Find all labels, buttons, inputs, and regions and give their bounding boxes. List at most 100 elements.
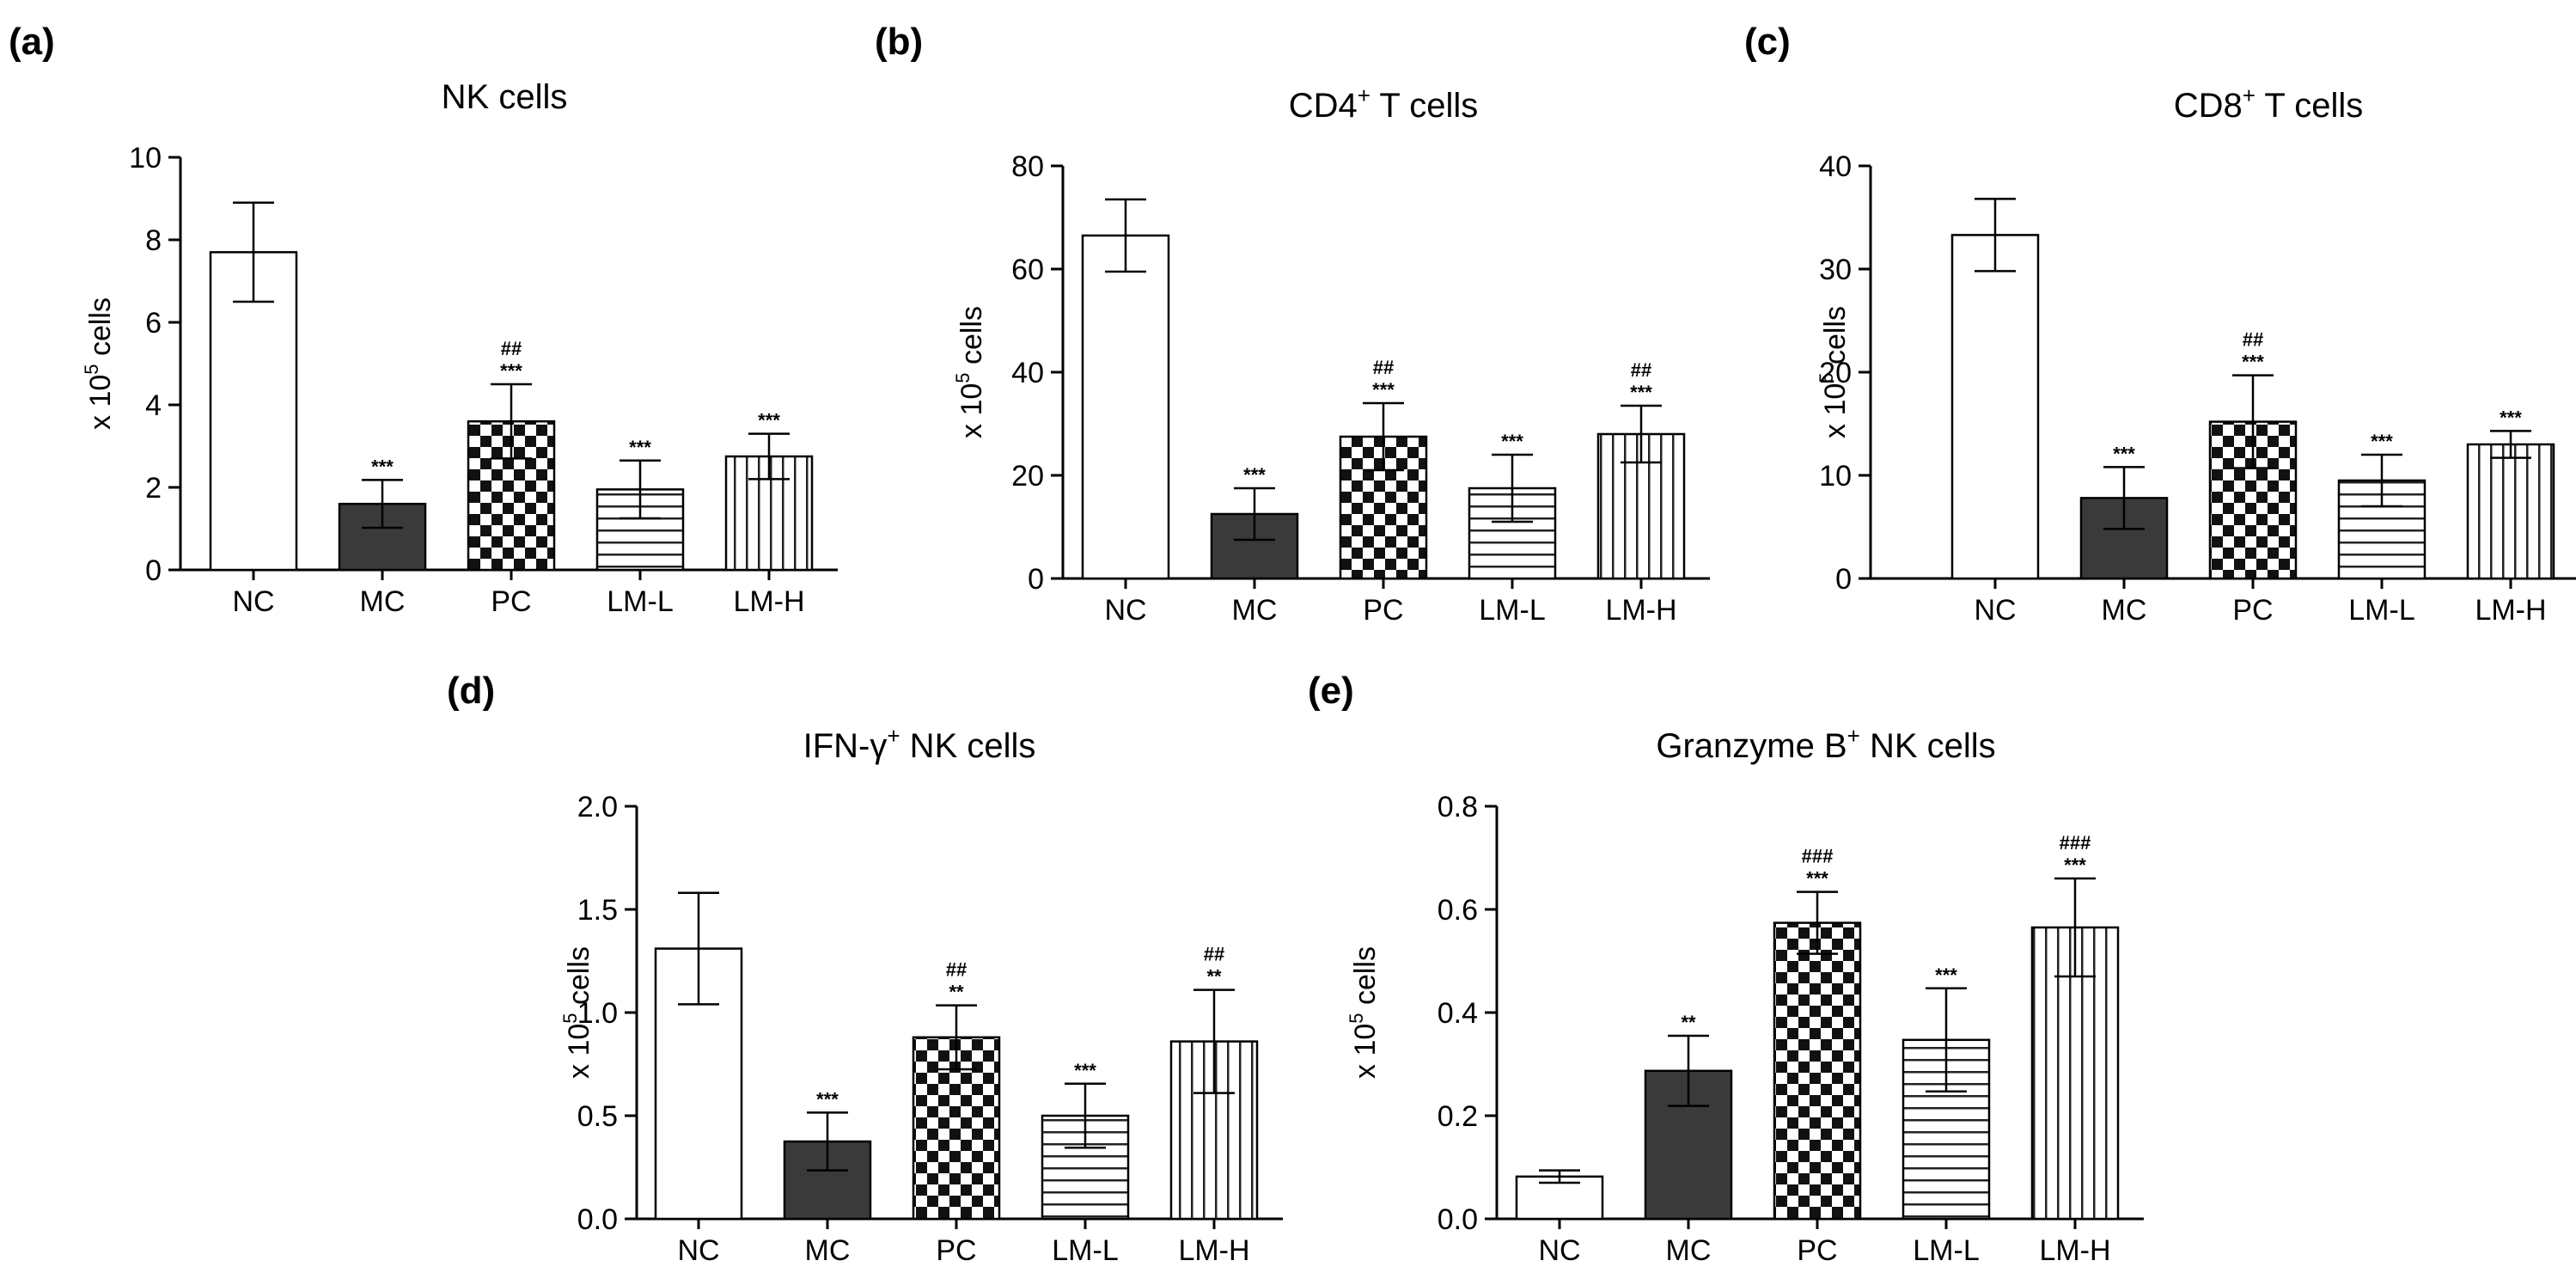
y-tick-label: 10 (129, 142, 162, 174)
y-tick-label: 10 (1819, 460, 1852, 493)
significance-stars: *** (1243, 464, 1266, 486)
x-tick-label: NC (1538, 1234, 1580, 1267)
x-tick-label: PC (2232, 594, 2273, 627)
x-tick-label: PC (1363, 594, 1403, 627)
y-tick-label: 1.5 (577, 894, 618, 927)
significance-stars: *** (371, 456, 394, 477)
y-tick-label: 0 (145, 554, 162, 587)
y-tick-label: 0.0 (1438, 1203, 1478, 1236)
bar-lm-l (595, 488, 685, 572)
chart-panel-e: (e) Granzyme B+ NK cells x 105 cells 0.0 0.2… (1308, 670, 2144, 1267)
panel-letter: (b) (875, 21, 923, 63)
chart-title: CD4+ T cells (1289, 83, 1478, 125)
significance-stars: ** (1206, 966, 1222, 988)
bar-nc (1950, 234, 2040, 580)
bar-lm-h (2466, 443, 2555, 580)
significance-hashes: ## (501, 338, 522, 359)
x-tick-label: LM-L (1913, 1234, 1979, 1267)
significance-stars: *** (629, 437, 651, 458)
significance-stars: *** (816, 1088, 839, 1110)
x-tick-label: LM-H (1178, 1234, 1249, 1267)
y-tick-label: 1.0 (577, 997, 618, 1030)
x-tick-label: LM-H (2475, 594, 2546, 627)
panel-letter: (e) (1308, 670, 1354, 712)
chart-panel-c: (c) CD8+ T cells x 105 cells 0 10 20 30 40 NC MC *… (1744, 21, 2576, 627)
y-axis-label: x 105 cells (1346, 946, 1382, 1079)
x-tick-label: LM-H (733, 585, 804, 618)
significance-stars: ** (1681, 1012, 1696, 1033)
panel-letter: (a) (9, 21, 55, 63)
bar-nc (1081, 234, 1170, 580)
x-tick-label: LM-H (1605, 594, 1676, 627)
chart-panel-b: (b) CD4+ T cells x 105 cells 0 20 40 60 80 NC MC *… (875, 21, 1710, 627)
x-tick-label: NC (1974, 594, 2016, 627)
y-axis-label: x 105 cells (952, 306, 988, 438)
chart-title: Granzyme B+ NK cells (1656, 723, 1995, 765)
x-tick-label: MC (805, 1234, 851, 1267)
x-tick-label: PC (1797, 1234, 1837, 1267)
x-tick-label: LM-L (1479, 594, 1545, 627)
y-axis-label: x 105 cells (81, 297, 117, 430)
y-tick-label: 2.0 (577, 791, 618, 823)
x-tick-label: MC (360, 585, 406, 618)
y-tick-label: 4 (145, 389, 162, 422)
chart-panel-d: (d) IFN-γ+ NK cells x 105 cells 0.0 0.5 1.0 1.… (447, 670, 1283, 1267)
x-tick-label: MC (1232, 594, 1278, 627)
y-tick-label: 40 (1819, 150, 1852, 183)
significance-hashes: ## (946, 959, 967, 981)
significance-stars: *** (1074, 1060, 1096, 1081)
x-tick-label: NC (232, 585, 274, 618)
significance-stars: *** (2371, 431, 2393, 452)
significance-stars: *** (1630, 382, 1652, 403)
significance-hashes: ## (1373, 357, 1394, 378)
chart-title: IFN-γ+ NK cells (803, 723, 1036, 765)
y-axis-label: x 105 cells (1816, 306, 1852, 438)
significance-stars: *** (1806, 868, 1828, 890)
significance-stars: *** (2064, 854, 2086, 876)
y-tick-label: 40 (1011, 357, 1044, 389)
y-tick-label: 8 (145, 224, 162, 257)
chart-panel-a: (a) NK cells x 105 cells 0 2 4 6 8 10 NC MC *** PC **… (9, 21, 838, 618)
significance-hashes: ### (2060, 832, 2091, 854)
y-tick-label: 0.0 (577, 1203, 618, 1236)
y-tick-label: 2 (145, 472, 162, 505)
y-tick-label: 0.6 (1438, 894, 1478, 927)
y-tick-label: 0.4 (1438, 997, 1478, 1030)
x-tick-label: LM-L (607, 585, 673, 618)
significance-hashes: ## (2243, 329, 2263, 351)
y-tick-label: 0 (1028, 563, 1044, 596)
significance-stars: *** (1372, 379, 1395, 401)
significance-stars: ** (949, 982, 964, 1003)
y-tick-label: 0.5 (577, 1100, 618, 1133)
x-tick-label: MC (2102, 594, 2147, 627)
y-tick-label: 30 (1819, 254, 1852, 286)
x-tick-label: LM-H (2039, 1234, 2110, 1267)
y-tick-label: 20 (1011, 460, 1044, 493)
x-tick-label: PC (491, 585, 531, 618)
y-tick-label: 6 (145, 307, 162, 340)
y-axis-label: x 105 cells (559, 946, 595, 1079)
x-tick-label: LM-L (1052, 1234, 1118, 1267)
panel-letter: (d) (447, 670, 495, 712)
y-tick-label: 0 (1835, 563, 1852, 596)
y-tick-label: 80 (1011, 150, 1044, 183)
x-tick-label: LM-L (2348, 594, 2414, 627)
x-tick-label: MC (1666, 1234, 1712, 1267)
bar-nc (209, 251, 298, 572)
significance-hashes: ## (1204, 944, 1224, 965)
y-tick-label: 60 (1011, 254, 1044, 286)
y-tick-label: 20 (1819, 357, 1852, 389)
chart-title: NK cells (442, 78, 568, 116)
significance-stars: *** (1935, 964, 1957, 986)
significance-stars: *** (1501, 431, 1523, 452)
chart-title: CD8+ T cells (2174, 83, 2363, 125)
y-tick-label: 0.2 (1438, 1100, 1478, 1133)
significance-stars: *** (758, 410, 780, 431)
significance-stars: *** (2113, 443, 2135, 464)
x-tick-label: NC (677, 1234, 719, 1267)
x-tick-label: NC (1104, 594, 1146, 627)
significance-stars: *** (500, 360, 522, 382)
significance-stars: *** (2500, 407, 2522, 428)
significance-stars: *** (2242, 352, 2264, 373)
